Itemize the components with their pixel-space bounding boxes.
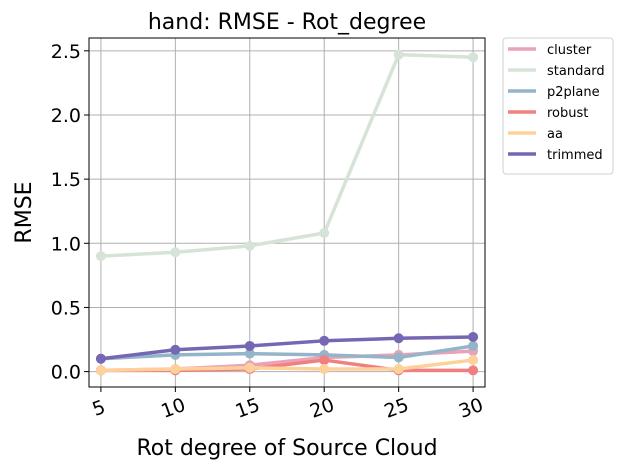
- x-tick-label: 30: [456, 394, 486, 423]
- series-line: [100, 358, 474, 373]
- legend-entry: robust: [547, 106, 588, 121]
- data-point: [319, 355, 330, 366]
- legend-box: [502, 37, 614, 175]
- x-tick-label: 15: [233, 394, 263, 423]
- series-trimmed: [95, 331, 479, 364]
- data-point: [244, 240, 255, 251]
- data-point: [170, 364, 181, 375]
- series-group: [95, 49, 479, 376]
- x-tick-label: 5: [89, 396, 108, 421]
- series-aa: [95, 355, 479, 376]
- data-point: [468, 331, 479, 342]
- grid: [89, 38, 485, 387]
- data-point: [170, 344, 181, 355]
- legend-entry: trimmed: [547, 148, 603, 163]
- data-point: [468, 355, 479, 366]
- data-point: [170, 247, 181, 258]
- x-axis-label: Rot degree of Source Cloud: [136, 436, 437, 461]
- y-tick-label: 2.0: [51, 105, 81, 127]
- series-line: [100, 52, 474, 258]
- data-point: [95, 353, 106, 364]
- x-tick-label: 10: [158, 394, 188, 423]
- data-point: [393, 333, 404, 344]
- data-point: [244, 340, 255, 351]
- data-point: [244, 348, 255, 359]
- y-tick-label: 1.5: [51, 169, 81, 191]
- series-line: [100, 335, 474, 361]
- data-point: [95, 251, 106, 262]
- data-point: [244, 362, 255, 373]
- series-standard: [95, 49, 479, 262]
- data-point: [319, 335, 330, 346]
- x-tick-label: 20: [307, 394, 337, 423]
- legend-entry: p2plane: [547, 85, 600, 100]
- legend: cluster standard p2plane robust aa trimmed: [502, 37, 614, 175]
- series-line: [100, 344, 474, 361]
- legend-entry: standard: [547, 64, 605, 79]
- data-point: [95, 365, 106, 376]
- data-point: [393, 49, 404, 60]
- data-point: [468, 340, 479, 351]
- data-point: [319, 364, 330, 375]
- legend-entry: aa: [547, 127, 563, 142]
- chart-title: hand: RMSE - Rot_degree: [148, 10, 426, 35]
- legend-entry: cluster: [547, 43, 592, 58]
- y-tick-label: 0.0: [51, 362, 81, 384]
- y-tick-label: 2.5: [51, 41, 81, 63]
- data-point: [393, 364, 404, 375]
- plot-frame: [88, 37, 486, 388]
- data-point: [468, 365, 479, 376]
- data-point: [393, 352, 404, 363]
- y-tick-label: 0.5: [51, 297, 81, 319]
- y-axis-label: RMSE: [12, 181, 37, 243]
- x-tick-label: 25: [381, 394, 411, 423]
- y-tick-label: 1.0: [51, 233, 81, 255]
- data-point: [468, 52, 479, 63]
- data-point: [319, 228, 330, 239]
